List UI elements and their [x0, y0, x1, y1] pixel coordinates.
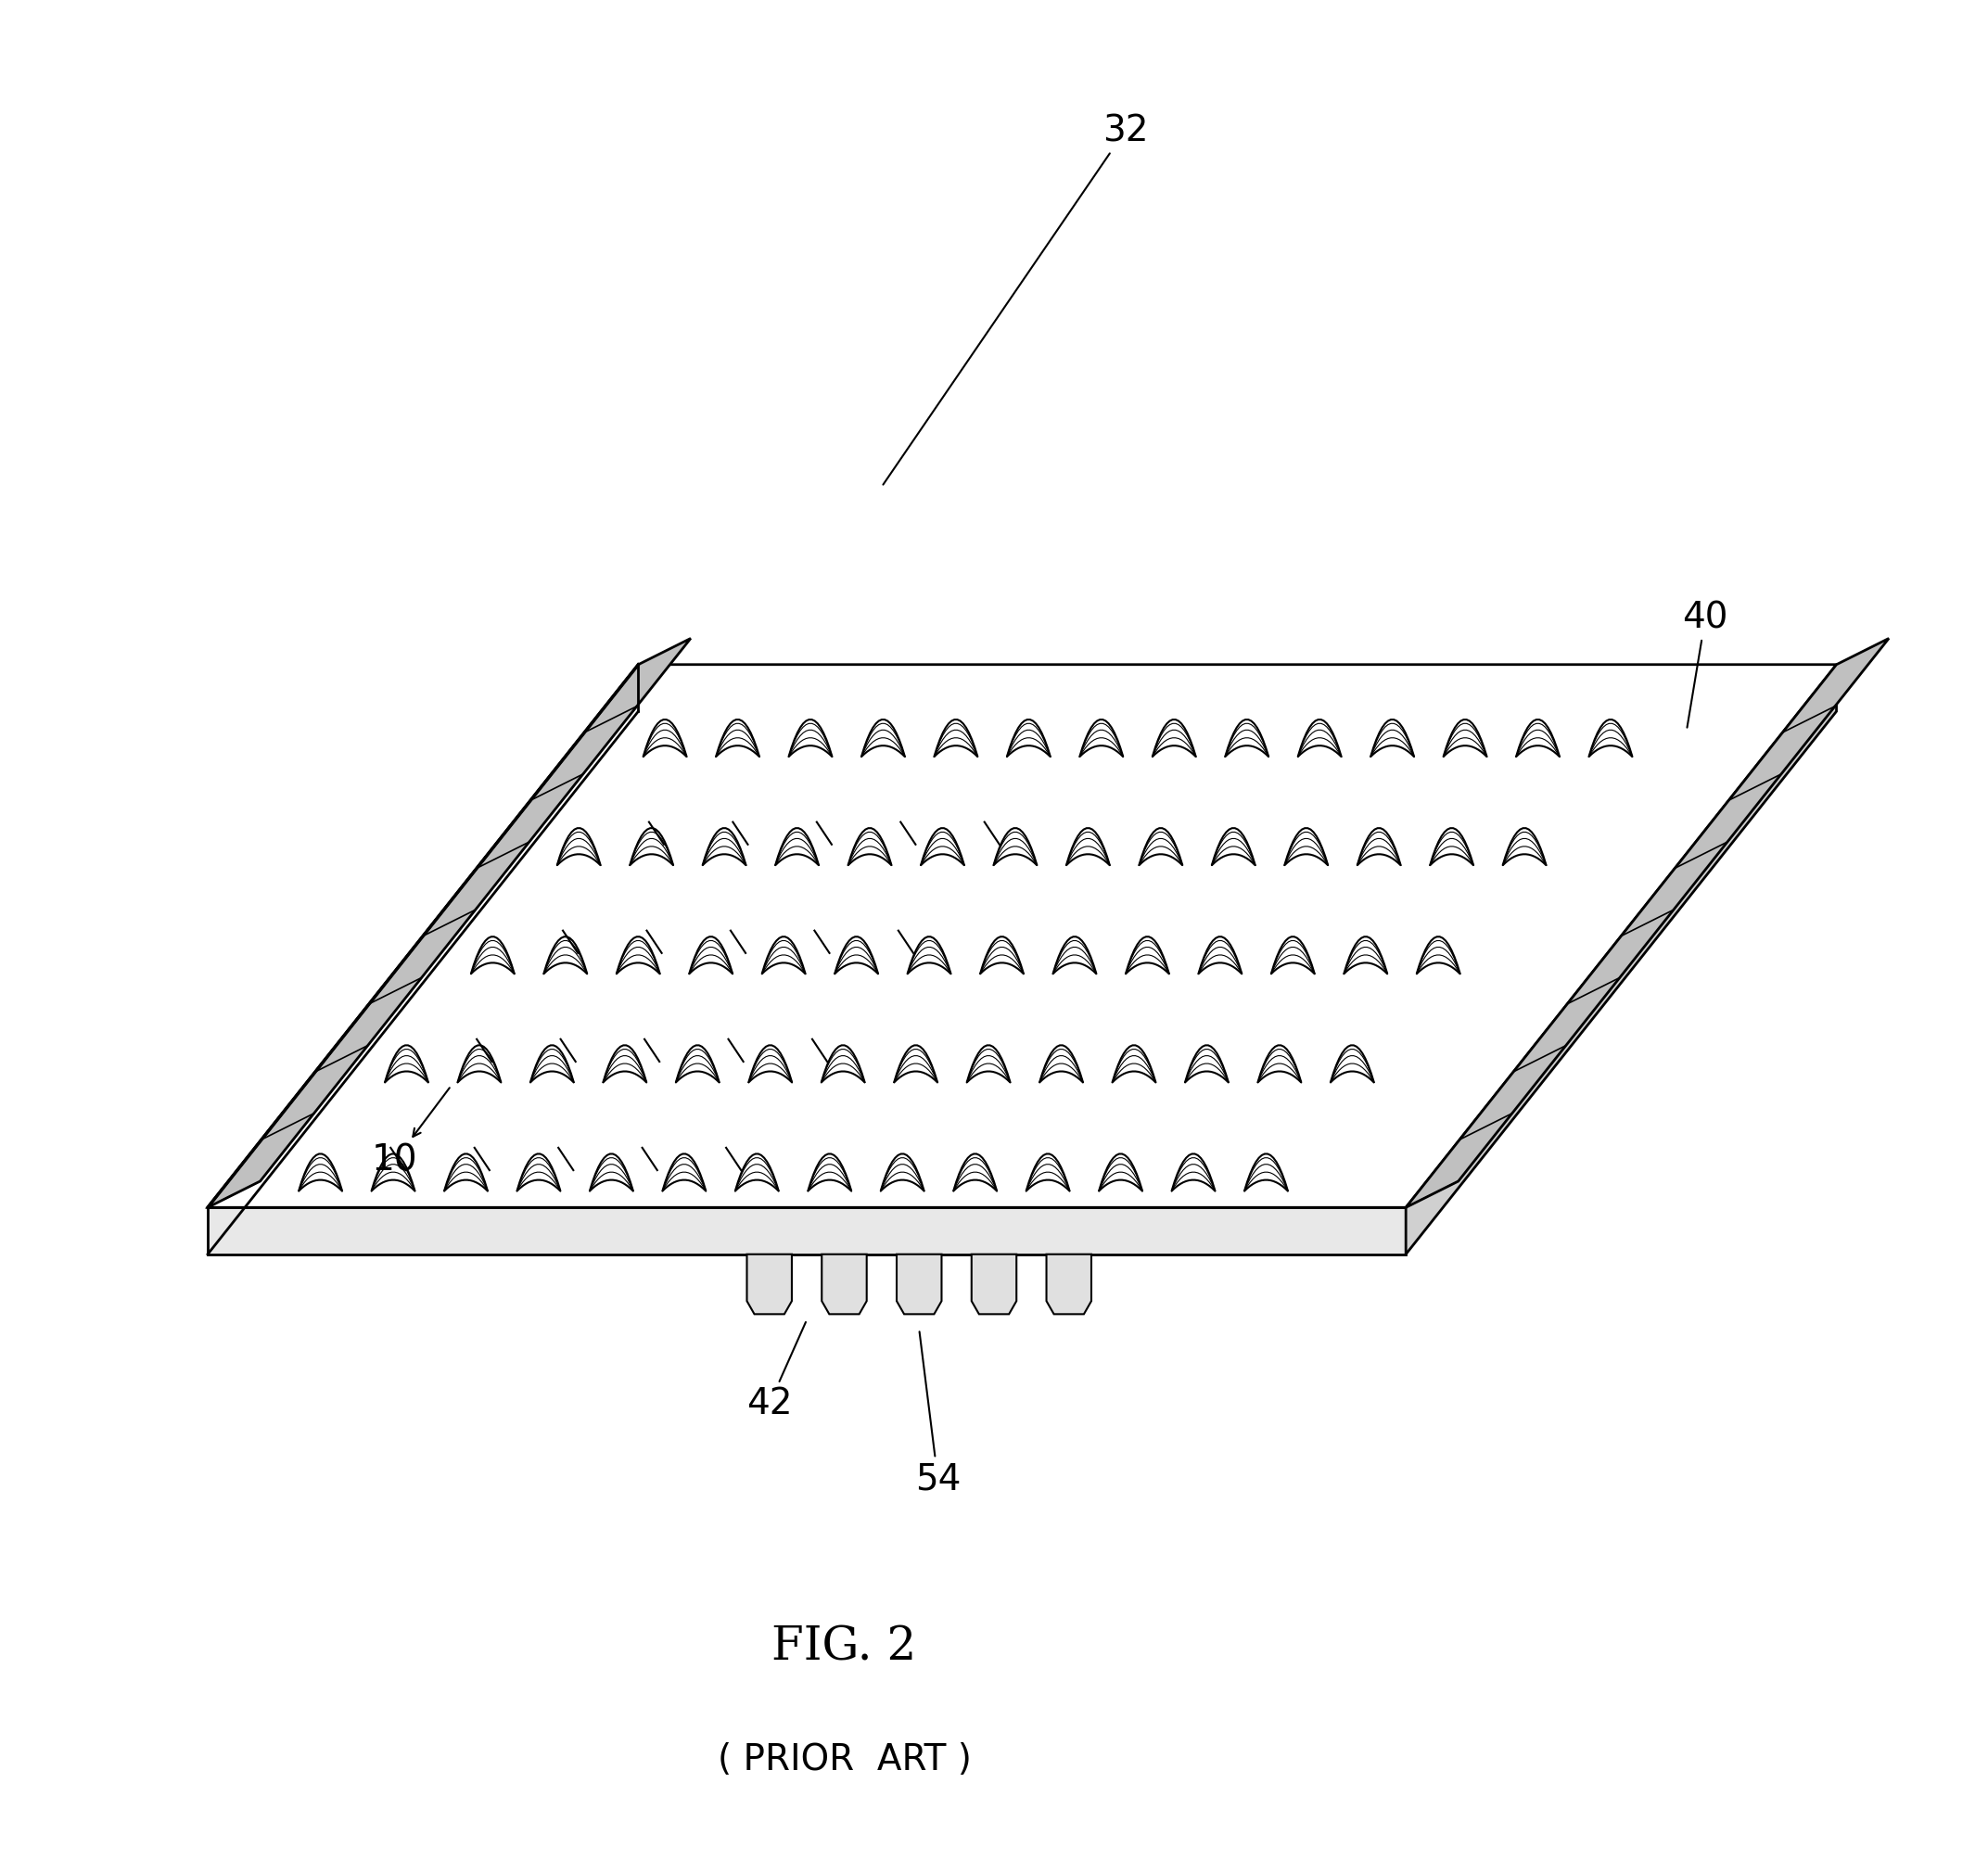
- Polygon shape: [1185, 1045, 1229, 1082]
- Text: 40: 40: [1682, 601, 1728, 728]
- Polygon shape: [747, 1254, 791, 1314]
- Polygon shape: [443, 1153, 487, 1191]
- Polygon shape: [954, 1153, 996, 1191]
- Polygon shape: [517, 1153, 561, 1191]
- Polygon shape: [457, 1045, 501, 1082]
- Polygon shape: [907, 936, 950, 973]
- Polygon shape: [590, 1153, 634, 1191]
- Polygon shape: [642, 719, 686, 756]
- Polygon shape: [1225, 719, 1268, 756]
- Polygon shape: [1298, 719, 1342, 756]
- Polygon shape: [1153, 719, 1197, 756]
- Text: ( PRIOR  ART ): ( PRIOR ART ): [718, 1743, 972, 1777]
- Polygon shape: [747, 1045, 791, 1082]
- Polygon shape: [1046, 1254, 1091, 1314]
- Polygon shape: [1588, 719, 1632, 756]
- Polygon shape: [207, 638, 690, 1207]
- Text: FIG. 2: FIG. 2: [771, 1625, 916, 1670]
- Polygon shape: [835, 936, 879, 973]
- Polygon shape: [1171, 1153, 1215, 1191]
- Polygon shape: [1417, 936, 1459, 973]
- Polygon shape: [1054, 936, 1097, 973]
- Polygon shape: [821, 1045, 865, 1082]
- Polygon shape: [1244, 1153, 1288, 1191]
- Polygon shape: [1211, 827, 1254, 865]
- Polygon shape: [1503, 827, 1547, 865]
- Polygon shape: [1006, 719, 1050, 756]
- Polygon shape: [1258, 1045, 1302, 1082]
- Polygon shape: [372, 1153, 415, 1191]
- Polygon shape: [716, 719, 759, 756]
- Polygon shape: [980, 936, 1024, 973]
- Polygon shape: [821, 1254, 867, 1314]
- Polygon shape: [1517, 719, 1561, 756]
- Polygon shape: [1099, 1153, 1143, 1191]
- Polygon shape: [920, 827, 964, 865]
- Polygon shape: [1139, 827, 1183, 865]
- Polygon shape: [807, 1153, 851, 1191]
- Polygon shape: [881, 1153, 924, 1191]
- Polygon shape: [1443, 719, 1487, 756]
- Polygon shape: [662, 1153, 706, 1191]
- Polygon shape: [1370, 719, 1413, 756]
- Text: 42: 42: [746, 1322, 805, 1421]
- Polygon shape: [966, 1045, 1010, 1082]
- Polygon shape: [1344, 936, 1388, 973]
- Polygon shape: [602, 1045, 646, 1082]
- Polygon shape: [207, 665, 1837, 1207]
- Polygon shape: [775, 827, 819, 865]
- Polygon shape: [761, 936, 805, 973]
- Polygon shape: [1429, 827, 1473, 865]
- Polygon shape: [1026, 1153, 1070, 1191]
- Polygon shape: [557, 827, 600, 865]
- Polygon shape: [471, 936, 515, 973]
- Polygon shape: [1406, 665, 1837, 1254]
- Polygon shape: [1406, 638, 1889, 1207]
- Polygon shape: [934, 719, 978, 756]
- Text: 32: 32: [883, 114, 1147, 485]
- Polygon shape: [1125, 936, 1169, 973]
- Polygon shape: [1040, 1045, 1083, 1082]
- Polygon shape: [861, 719, 905, 756]
- Polygon shape: [849, 827, 891, 865]
- Polygon shape: [972, 1254, 1016, 1314]
- Polygon shape: [1199, 936, 1242, 973]
- Polygon shape: [676, 1045, 720, 1082]
- Polygon shape: [1330, 1045, 1374, 1082]
- Polygon shape: [386, 1045, 427, 1082]
- Polygon shape: [994, 827, 1038, 865]
- Polygon shape: [702, 827, 746, 865]
- Polygon shape: [543, 936, 586, 973]
- Polygon shape: [736, 1153, 779, 1191]
- Polygon shape: [1066, 827, 1109, 865]
- Polygon shape: [630, 827, 674, 865]
- Polygon shape: [207, 1207, 1406, 1254]
- Polygon shape: [1270, 936, 1314, 973]
- Polygon shape: [1358, 827, 1402, 865]
- Polygon shape: [616, 936, 660, 973]
- Polygon shape: [895, 1045, 938, 1082]
- Polygon shape: [789, 719, 833, 756]
- Polygon shape: [690, 936, 734, 973]
- Text: 54: 54: [914, 1331, 960, 1496]
- Polygon shape: [531, 1045, 575, 1082]
- Polygon shape: [1111, 1045, 1155, 1082]
- Polygon shape: [897, 1254, 942, 1314]
- Polygon shape: [298, 1153, 342, 1191]
- Polygon shape: [1079, 719, 1123, 756]
- Text: 10: 10: [372, 1088, 449, 1177]
- Polygon shape: [1284, 827, 1328, 865]
